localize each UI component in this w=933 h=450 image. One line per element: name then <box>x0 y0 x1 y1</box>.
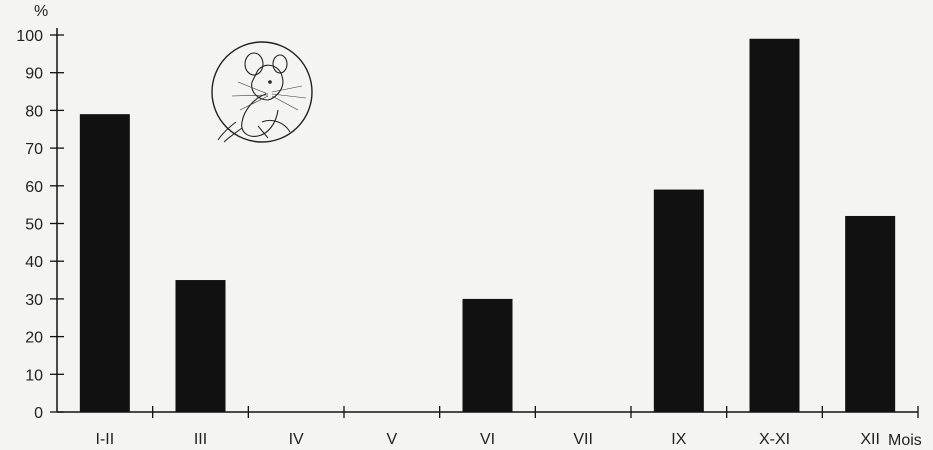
bar-I-II <box>79 114 130 413</box>
x-tick-label: V <box>386 431 397 448</box>
bar-X-XI <box>749 38 800 413</box>
y-tick-label: 70 <box>25 141 43 158</box>
x-tick-label: VII <box>573 431 593 448</box>
x-tick-label: III <box>194 431 207 448</box>
bar-XII <box>845 215 896 412</box>
x-tick-label: IV <box>289 431 304 448</box>
x-tick-label: VI <box>480 431 495 448</box>
y-tick-label: 30 <box>25 292 43 309</box>
y-tick-label: 80 <box>25 103 43 120</box>
y-tick-label: 50 <box>25 217 43 234</box>
y-tick-label: 0 <box>34 405 43 422</box>
y-tick-label: 90 <box>25 66 43 83</box>
y-ticks: 0 10 20 30 40 50 60 70 80 90 100 <box>16 28 64 422</box>
x-tick-label: X-XI <box>759 431 790 448</box>
x-tick-label: IX <box>671 431 686 448</box>
y-tick-label: 40 <box>25 254 43 271</box>
bars <box>79 38 896 413</box>
bar-III <box>175 280 226 412</box>
x-axis-title: Mois <box>888 432 922 449</box>
y-tick-label: 10 <box>25 367 43 384</box>
bar-IX <box>653 189 704 412</box>
x-tick-label: I-II <box>95 431 114 448</box>
x-ticks: I-II III IV V VI VII IX X-XI XII <box>95 406 919 448</box>
y-tick-label: 100 <box>16 28 43 45</box>
y-axis-unit: % <box>34 3 48 20</box>
x-tick-label: XII <box>860 431 880 448</box>
y-tick-label: 60 <box>25 179 43 196</box>
bar-VI <box>462 298 513 412</box>
y-tick-label: 20 <box>25 330 43 347</box>
mouse-illustration <box>211 41 313 143</box>
